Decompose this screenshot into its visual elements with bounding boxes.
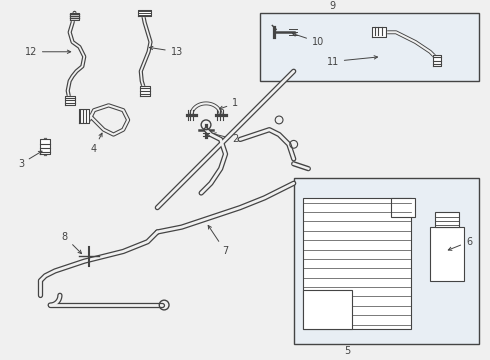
- Text: 7: 7: [208, 225, 229, 256]
- Text: 3: 3: [18, 151, 42, 169]
- Text: 12: 12: [24, 47, 71, 57]
- Text: 8: 8: [62, 232, 81, 253]
- Bar: [294, 179, 479, 344]
- Text: 6: 6: [448, 237, 472, 250]
- Text: 4: 4: [91, 133, 102, 154]
- Text: 2: 2: [213, 133, 238, 144]
- Bar: [260, 13, 479, 81]
- Bar: [391, 198, 416, 217]
- Bar: [303, 198, 411, 329]
- Text: 5: 5: [344, 346, 350, 356]
- Text: 1: 1: [220, 98, 238, 109]
- Bar: [435, 212, 459, 227]
- Text: 10: 10: [293, 33, 324, 47]
- Text: 13: 13: [149, 46, 183, 57]
- Text: 11: 11: [326, 56, 377, 67]
- Bar: [303, 291, 352, 329]
- Bar: [430, 227, 464, 281]
- Text: 9: 9: [330, 1, 336, 11]
